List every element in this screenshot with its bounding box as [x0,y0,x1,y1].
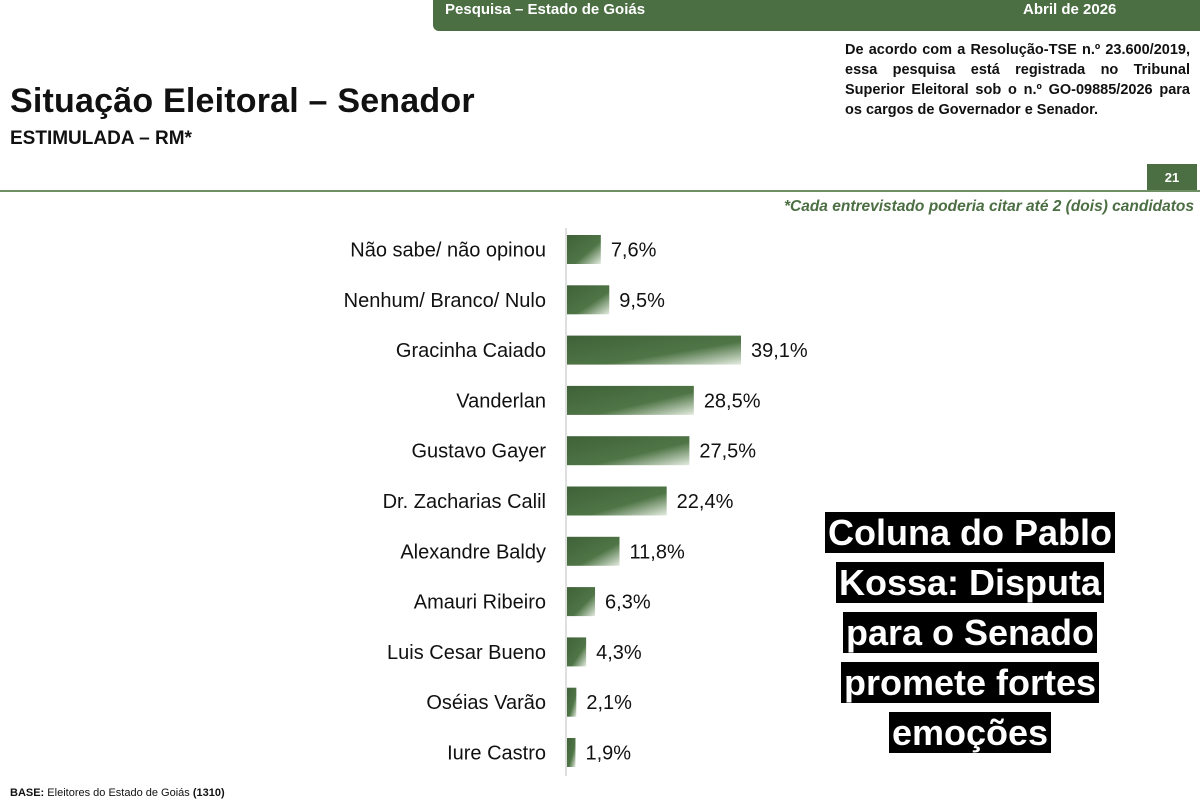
bar [567,637,587,667]
value-label: 11,8% [630,541,685,563]
value-label: 4,3% [596,642,642,664]
divider [0,190,1200,192]
bar [567,385,694,415]
page-number: 21 [1147,164,1197,190]
page-title: Situação Eleitoral – Senador [10,82,475,120]
category-label: Gustavo Gayer [411,441,546,463]
bar [567,285,610,315]
overlay-headline: Coluna do Pablo Kossa: Disputa para o Se… [800,512,1140,762]
value-label: 2,1% [586,692,632,714]
base-note: BASE: Eleitores do Estado de Goiás (1310… [10,787,225,799]
category-label: Alexandre Baldy [400,541,546,563]
bar [567,436,690,466]
category-label: Gracinha Caiado [396,340,546,362]
value-label: 9,5% [619,290,665,312]
category-label: Oséias Varão [426,692,546,714]
category-label: Luis Cesar Bueno [387,642,546,664]
bar [567,687,577,717]
base-text: Eleitores do Estado de Goiás [47,787,190,799]
date-label: Abril de 2026 [1023,1,1117,18]
category-label: Iure Castro [447,743,546,765]
legal-note: De acordo com a Resolução-TSE n.º 23.600… [845,42,1190,118]
bar [567,738,576,767]
bar [567,486,667,516]
base-label: BASE: [10,787,45,799]
bar [567,235,601,264]
category-label: Nenhum/ Branco/ Nulo [344,290,546,312]
category-label: Dr. Zacharias Calil [383,491,546,513]
category-label: Vanderlan [456,390,546,412]
header-bar: Pesquisa – Estado de Goiás Abril de 2026 [433,0,1200,31]
page-subtitle: ESTIMULADA – RM* [10,128,192,149]
category-label: Não sabe/ não opinou [350,240,546,262]
value-label: 28,5% [704,390,761,412]
survey-label: Pesquisa – Estado de Goiás [445,1,646,18]
value-label: 1,9% [585,743,631,765]
bar [567,335,741,365]
category-label: Amauri Ribeiro [414,592,546,614]
base-count: (1310) [192,787,225,799]
value-label: 39,1% [751,340,808,362]
bar [567,536,620,566]
overlay-headline-text: Coluna do Pablo Kossa: Disputa para o Se… [825,512,1115,753]
value-label: 27,5% [699,441,756,463]
bar-chart: Não sabe/ não opinou 7,6% Nenhum/ Branco/ … [344,228,808,776]
value-label: 6,3% [605,592,651,614]
value-label: 7,6% [611,240,657,262]
footnote: *Cada entrevistado poderia citar até 2 (… [783,198,1194,215]
value-label: 22,4% [677,491,734,513]
bar [567,587,596,617]
